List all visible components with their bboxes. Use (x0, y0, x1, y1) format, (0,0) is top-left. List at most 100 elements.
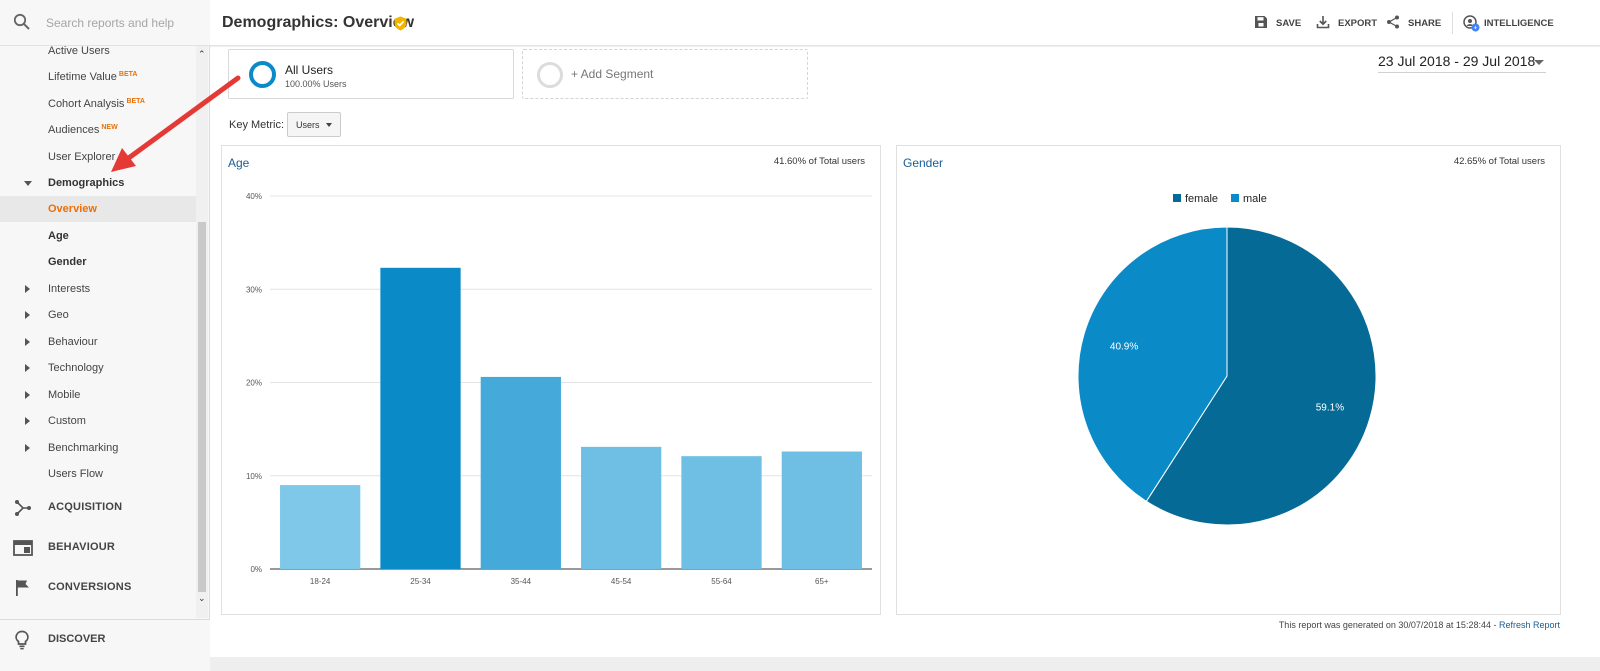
section-label: BEHAVIOUR (48, 541, 115, 553)
section-label: CONVERSIONS (48, 581, 132, 593)
y-tick-label: 0% (250, 565, 262, 574)
bar-55-64 (681, 456, 762, 569)
sidebar-item-benchmarking[interactable]: Benchmarking (0, 435, 196, 461)
segment-subtitle: 100.00% Users (285, 79, 347, 89)
empty-segment-ring-icon (537, 62, 563, 88)
sidebar-item-gender[interactable]: Gender (0, 249, 196, 275)
sidebar-section-discover[interactable]: DISCOVER (0, 619, 210, 671)
toolbar-divider (1452, 12, 1453, 34)
segment-ring-icon (249, 61, 276, 88)
report-content: All Users 100.00% Users + Add Segment 23… (210, 47, 1600, 657)
sidebar-item-label: Behaviour (48, 336, 98, 348)
date-range-picker[interactable]: 23 Jul 2018 - 29 Jul 2018 (1378, 51, 1546, 73)
y-tick-label: 30% (246, 285, 262, 294)
sidebar-section-behaviour[interactable]: BEHAVIOUR (0, 528, 196, 568)
svg-text:+: + (1474, 26, 1477, 32)
sidebar-item-label: User Explorer (48, 151, 116, 163)
gender-pie-chart: female male 59.1% 40.9% (1077, 193, 1377, 526)
pie-slice-female (1145, 226, 1377, 526)
sidebar-item-label: Interests (48, 283, 91, 295)
scrollbar-thumb[interactable] (198, 222, 206, 592)
collapsed-caret-icon (25, 391, 30, 399)
intelligence-label: INTELLIGENCE (1484, 18, 1554, 29)
add-segment-button[interactable]: + Add Segment (522, 49, 808, 99)
x-tick-label: 55-64 (711, 577, 732, 586)
search-input[interactable] (46, 13, 196, 33)
sidebar-item-label: Lifetime Value BETA (48, 71, 138, 83)
sidebar-item-active-users[interactable]: Active Users (0, 46, 196, 64)
sidebar-item-user-explorer[interactable]: User Explorer (0, 144, 196, 170)
sidebar-item-label: Overview (48, 203, 97, 215)
sidebar-item-label: Audiences NEW (48, 124, 118, 136)
sidebar-item-geo[interactable]: Geo (0, 302, 196, 328)
x-tick-label: 18-24 (310, 577, 331, 586)
bar-25-34 (380, 267, 461, 569)
y-tick-label: 10% (246, 472, 262, 481)
sidebar-item-lifetime-value[interactable]: Lifetime Value BETA (0, 64, 196, 90)
intelligence-icon: + (1463, 15, 1480, 32)
gender-panel-title[interactable]: Gender (903, 156, 944, 170)
search-icon[interactable] (13, 13, 31, 31)
key-metric-label: Key Metric: (229, 119, 285, 131)
x-tick-label: 45-54 (611, 577, 632, 586)
section-label: DISCOVER (48, 633, 106, 645)
key-metric-dropdown[interactable]: Users (287, 112, 341, 137)
collapsed-caret-icon (25, 311, 30, 319)
sidebar-item-label: Active Users (48, 46, 110, 57)
scroll-down-icon[interactable]: ⌄ (198, 593, 206, 603)
sidebar-item-cohort-analysis[interactable]: Cohort Analysis BETA (0, 91, 196, 117)
pie-slice-label: 40.9% (1110, 342, 1138, 353)
share-icon (1387, 15, 1399, 29)
sidebar-section-conversions[interactable]: CONVERSIONS (0, 568, 196, 608)
gender-total-pct: 42.65% of Total users (1453, 156, 1545, 167)
lightbulb-icon (15, 630, 29, 650)
legend-swatch (1231, 194, 1239, 202)
age-panel-title[interactable]: Age (228, 156, 250, 170)
intelligence-button[interactable]: + INTELLIGENCE (1463, 15, 1558, 32)
sidebar-scrollbar[interactable]: ⌃ ⌄ (196, 46, 208, 618)
new-badge: NEW (101, 124, 118, 131)
sidebar-item-label: Demographics (48, 177, 125, 189)
report-nav: Active Users Lifetime Value BETA Cohort A… (0, 46, 210, 618)
beta-badge: BETA (126, 98, 145, 105)
beta-badge: BETA (118, 71, 138, 78)
age-total-pct: 41.60% of Total users (773, 156, 865, 167)
sidebar-item-age[interactable]: Age (0, 223, 196, 249)
sidebar-item-custom[interactable]: Custom (0, 408, 196, 434)
share-button[interactable]: SHARE (1386, 15, 1444, 31)
sidebar-item-label: Technology (48, 362, 104, 374)
refresh-report-link[interactable]: Refresh Report (1498, 620, 1560, 630)
x-tick-label: 25-34 (410, 577, 431, 586)
segment-all-users[interactable]: All Users 100.00% Users (228, 49, 514, 99)
bar-45-54 (581, 446, 662, 569)
segment-title: All Users (285, 63, 334, 77)
report-header: Demographics: Overview SAVE EXPORT SHARE… (210, 0, 1600, 46)
verified-badge-icon (394, 16, 407, 31)
collapsed-caret-icon (25, 285, 30, 293)
key-metric-value: Users (296, 120, 320, 130)
y-tick-label: 20% (246, 379, 262, 388)
scroll-up-icon[interactable]: ⌃ (198, 49, 206, 59)
age-bar-chart: 0% 10% 20% 30% 40% 18-24 25-34 35-44 45-54 55-64 6… (246, 192, 872, 586)
save-icon (1255, 16, 1267, 28)
bar-18-24 (280, 485, 361, 569)
acquisition-icon (15, 500, 31, 516)
report-generated-note: This report was generated on 30/07/2018 … (210, 620, 1560, 630)
sidebar-section-acquisition[interactable]: ACQUISITION (0, 488, 196, 528)
date-range-label: 23 Jul 2018 - 29 Jul 2018 (1378, 53, 1536, 69)
sidebar-item-behaviour[interactable]: Behaviour (0, 329, 196, 355)
collapsed-caret-icon (25, 417, 30, 425)
sidebar-item-users-flow[interactable]: Users Flow (0, 461, 196, 487)
export-button[interactable]: EXPORT (1316, 15, 1378, 31)
save-button[interactable]: SAVE (1254, 15, 1304, 31)
sidebar-item-mobile[interactable]: Mobile (0, 382, 196, 408)
sidebar-item-overview[interactable]: Overview (0, 196, 196, 222)
sidebar-item-audiences[interactable]: Audiences NEW (0, 117, 196, 143)
page-title: Demographics: Overview (222, 14, 415, 31)
x-tick-label: 65+ (815, 577, 829, 586)
sidebar-item-technology[interactable]: Technology (0, 355, 196, 381)
sidebar-item-interests[interactable]: Interests (0, 276, 196, 302)
sidebar-item-demographics[interactable]: Demographics (0, 170, 196, 196)
y-tick-label: 40% (246, 192, 262, 201)
